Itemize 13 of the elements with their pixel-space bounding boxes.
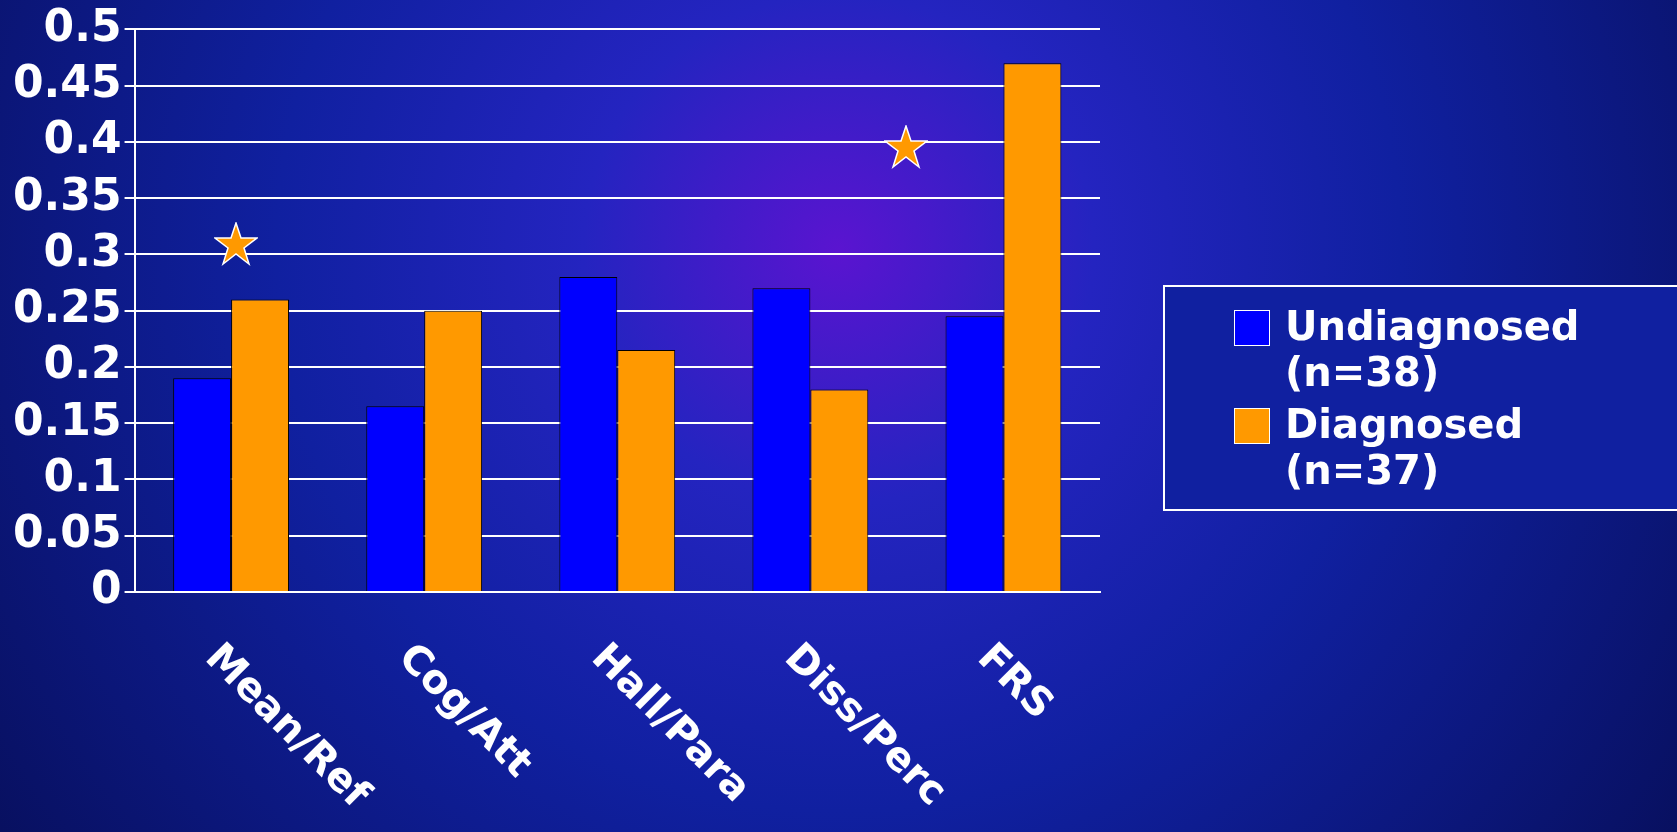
y-tick-label: 0.3 bbox=[43, 224, 122, 276]
y-tick-label: 0.4 bbox=[43, 112, 122, 164]
y-tick-label: 0.2 bbox=[43, 337, 122, 389]
y-tick-label: 0.05 bbox=[13, 506, 122, 558]
y-tick-label: 0.1 bbox=[43, 449, 122, 501]
y-tick-label: 0 bbox=[90, 562, 122, 614]
y-tick-label: 0.25 bbox=[13, 281, 122, 333]
y-tick-label: 0.35 bbox=[13, 168, 122, 220]
legend-label: Undiagnosed (n=38) bbox=[1285, 303, 1581, 395]
legend-label: Diagnosed (n=37) bbox=[1285, 401, 1525, 493]
y-tick-label: 0.5 bbox=[43, 0, 122, 51]
y-tick-label: 0.15 bbox=[13, 393, 122, 445]
y-tick-label: 0.45 bbox=[13, 56, 122, 108]
